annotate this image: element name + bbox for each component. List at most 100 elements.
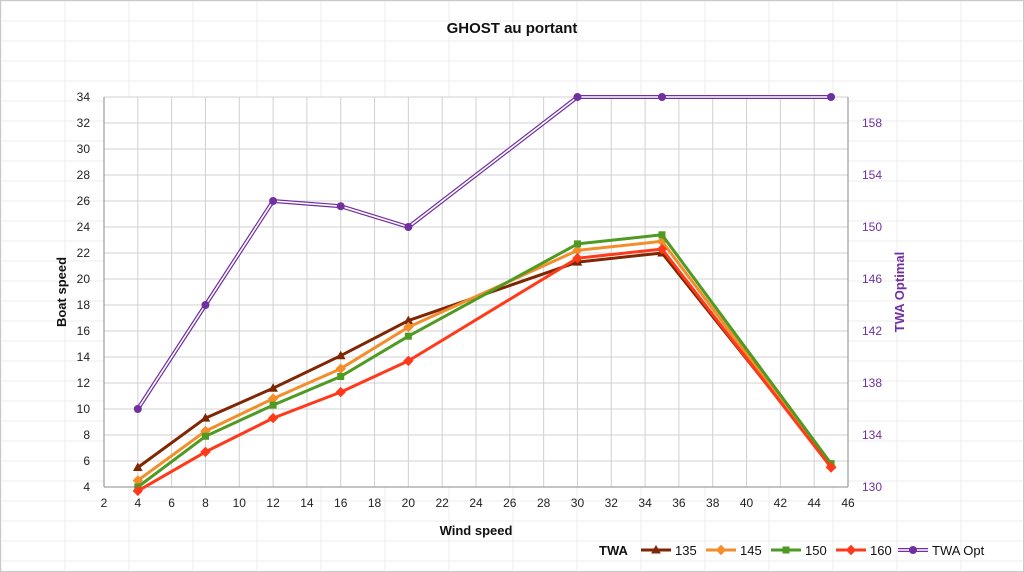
legend-entry: 145 <box>706 543 762 558</box>
x-tick-label: 38 <box>706 496 720 510</box>
data-point <box>201 301 210 309</box>
series-twa-opt <box>133 93 836 413</box>
data-point <box>827 93 836 101</box>
data-point <box>403 321 414 333</box>
x-axis-title: Wind speed <box>440 523 513 538</box>
x-tick-label: 8 <box>202 496 209 510</box>
y2-tick-label: 150 <box>862 220 882 234</box>
data-point <box>335 350 346 360</box>
x-tick-label: 6 <box>168 496 175 510</box>
x-tick-label: 30 <box>571 496 585 510</box>
x-tick-label: 4 <box>134 496 141 510</box>
chart-title: GHOST au portant <box>447 20 578 37</box>
y2-tick-label: 142 <box>862 324 882 338</box>
data-point <box>656 243 668 255</box>
y-tick-label: 26 <box>77 194 91 208</box>
legend-marker <box>782 546 790 554</box>
data-point <box>572 252 583 264</box>
series-160 <box>132 243 837 497</box>
data-point <box>133 405 142 413</box>
x-tick-label: 10 <box>233 496 247 510</box>
y-tick-label: 22 <box>77 246 91 260</box>
legend-entry: 150 <box>771 543 827 558</box>
legend-label: 150 <box>805 543 827 558</box>
legend-label: 145 <box>740 543 762 558</box>
y-tick-label: 16 <box>77 324 91 338</box>
legend-marker <box>845 544 857 556</box>
series-135 <box>132 247 836 471</box>
y-tick-label: 20 <box>77 272 91 286</box>
x-tick-label: 42 <box>774 496 788 510</box>
x-tick-label: 28 <box>537 496 551 510</box>
legend-entry: TWA Opt <box>898 543 985 558</box>
x-tick-label: 22 <box>436 496 450 510</box>
data-point <box>825 462 837 473</box>
legend-marker <box>715 544 727 556</box>
y-tick-label: 18 <box>77 298 91 312</box>
legend-label: TWA Opt <box>932 543 985 558</box>
data-point <box>404 332 412 340</box>
y-tick-label: 32 <box>77 116 91 130</box>
data-point <box>335 386 346 398</box>
data-point <box>336 202 345 211</box>
legend-label: 160 <box>870 543 892 558</box>
legend: TWA 135 145 150 160 TWA Opt <box>599 543 985 558</box>
data-point <box>403 355 414 367</box>
data-point <box>267 412 279 424</box>
data-point <box>132 485 144 497</box>
y2-tick-label: 158 <box>862 116 882 130</box>
data-point <box>269 401 277 409</box>
x-tick-label: 18 <box>368 496 382 510</box>
data-point <box>337 373 345 380</box>
x-tick-label: 44 <box>808 496 822 510</box>
data-point <box>658 231 666 239</box>
y-tick-label: 28 <box>77 168 91 182</box>
y2-tick-label: 134 <box>862 428 882 442</box>
y-tick-label: 34 <box>77 90 91 104</box>
data-point <box>573 240 581 248</box>
x-tick-label: 12 <box>266 496 280 510</box>
x-tick-label: 36 <box>672 496 686 510</box>
tick-labels: 2 4 6 8 10 12 14 16 18 20 22 24 26 28 30 32 34 36 38 40 42 44… <box>77 90 883 510</box>
y-axis-title: Boat speed <box>54 257 69 327</box>
x-tick-label: 2 <box>101 496 108 510</box>
y2-axis-title: TWA Optimal <box>892 252 907 332</box>
data-point <box>404 223 413 231</box>
legend-entry: 135 <box>641 543 697 558</box>
x-tick-label: 20 <box>402 496 416 510</box>
axes <box>103 97 849 488</box>
x-tick-label: 14 <box>300 496 314 510</box>
x-tick-label: 34 <box>638 496 652 510</box>
x-tick-label: 40 <box>740 496 754 510</box>
data-point <box>573 93 582 101</box>
series-line <box>137 247 833 493</box>
data-point <box>200 446 211 458</box>
x-tick-label: 24 <box>469 496 483 510</box>
y-tick-label: 8 <box>83 428 90 442</box>
legend-marker <box>909 546 917 554</box>
x-tick-label: 46 <box>841 496 855 510</box>
y2-tick-label: 154 <box>862 168 882 182</box>
data-point <box>132 462 143 471</box>
series-line <box>136 251 833 469</box>
series-line <box>136 239 833 482</box>
legend-label: 135 <box>675 543 697 558</box>
data-point <box>658 93 666 101</box>
y-tick-label: 10 <box>77 402 91 416</box>
data-point <box>269 197 278 205</box>
series-line-inner <box>137 96 832 410</box>
x-tick-label: 26 <box>503 496 517 510</box>
y-tick-label: 24 <box>77 220 91 234</box>
y2-tick-label: 138 <box>862 376 882 390</box>
legend-title: TWA <box>599 543 628 558</box>
plot-area <box>132 93 837 497</box>
data-point <box>268 383 278 392</box>
legend-marker <box>651 544 661 554</box>
y-tick-label: 12 <box>77 376 91 390</box>
y-tick-label: 6 <box>83 454 90 468</box>
y-tick-label: 14 <box>77 350 91 364</box>
data-point <box>200 413 211 422</box>
